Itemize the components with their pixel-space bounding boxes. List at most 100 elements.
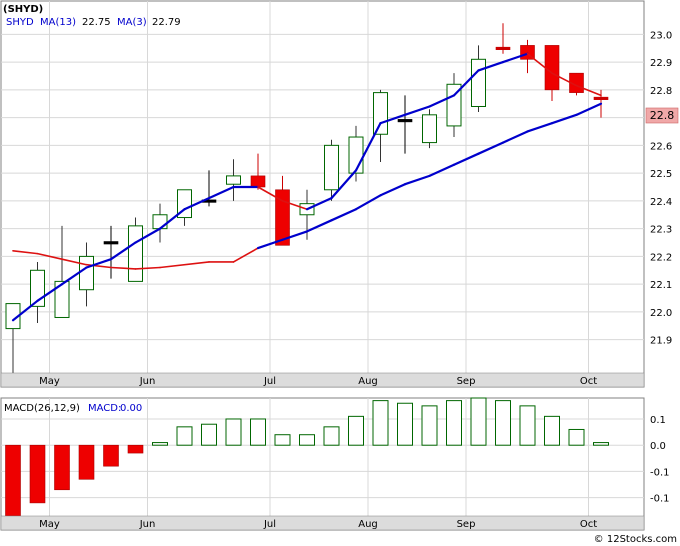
macd-bar: [29, 444, 46, 504]
ma13-segment: [428, 94, 456, 108]
ma3-segment: [281, 230, 309, 241]
ma3-line: [12, 102, 603, 270]
ma3-segment: [379, 183, 407, 197]
macd-bar: [568, 428, 585, 446]
macd-bar: [274, 434, 291, 446]
macd-bar: [299, 434, 315, 446]
macd-bar: [176, 426, 193, 446]
candle-body: [544, 45, 560, 91]
candle: [422, 109, 437, 149]
macd-bar: [78, 444, 95, 480]
candle: [103, 225, 119, 279]
macd-bar: [421, 405, 438, 446]
chart-symbol: (SHYD): [3, 4, 43, 15]
macd-bar: [519, 405, 536, 446]
price-x-tick: Sep: [457, 376, 476, 387]
macd-x-axis: May Jun Jul Aug Sep Oct: [39, 519, 597, 530]
last-price-badge: [645, 107, 679, 124]
legend-ma13-value: 22.75: [82, 17, 111, 28]
ma13-line: [11, 52, 602, 322]
candle-body: [103, 241, 119, 245]
macd-bar: [54, 444, 70, 491]
macd-grid: [1, 398, 644, 516]
macd-bar: [225, 418, 242, 446]
candle: [324, 139, 339, 201]
ma13-segment: [354, 122, 382, 172]
macd-bar: [446, 400, 462, 446]
candle-body: [324, 144, 339, 191]
macd-y-axis: 0.1 0.0 -0.1 -0.1: [650, 415, 670, 505]
macd-x-tick: Jul: [263, 519, 276, 530]
price-x-axis-band: [0, 372, 645, 388]
ma3-segment: [501, 130, 529, 144]
macd-bar: [544, 415, 560, 446]
macd-bar: [470, 397, 487, 446]
candle: [128, 217, 143, 282]
ma13-segment: [281, 200, 308, 211]
ma13-segment: [85, 258, 113, 269]
candle-body: [348, 136, 364, 174]
candle-body: [79, 255, 94, 291]
macd-bar: [201, 423, 217, 446]
macd-bar: [397, 402, 413, 446]
candle-body: [226, 175, 241, 185]
price-y-tick: 22.9: [650, 58, 672, 69]
macd-value: 0.00: [120, 403, 142, 414]
watermark: © 12Stocks.com: [594, 534, 677, 545]
candle: [54, 225, 70, 318]
macd-x-tick: May: [39, 519, 60, 530]
candle-body: [593, 96, 609, 100]
ma3-segment: [134, 266, 161, 270]
macd-bar: [323, 426, 340, 446]
candle: [373, 89, 388, 163]
macd-x-tick: Jun: [139, 519, 156, 530]
macd-y-tick: 0.1: [650, 415, 666, 426]
macd-bar: [593, 442, 609, 446]
candle-body: [422, 114, 437, 144]
candle-body: [446, 83, 462, 127]
candle: [569, 72, 584, 96]
macd-x-axis-band: [0, 515, 645, 531]
ma3-segment: [575, 102, 603, 116]
ma3-segment: [526, 122, 554, 133]
ma3-segment: [12, 250, 39, 255]
candle: [5, 303, 21, 373]
ma3-segment: [256, 238, 284, 250]
price-x-tick: Oct: [580, 376, 597, 387]
legend-ma13-label: MA(13): [40, 17, 76, 28]
price-y-tick: 22.6: [650, 141, 672, 152]
ma13-segment: [305, 197, 333, 211]
ma13-segment: [109, 241, 137, 261]
macd-bar: [103, 444, 119, 467]
price-y-axis: 23.022.922.822.722.622.522.422.322.222.1…: [650, 30, 672, 346]
price-y-tick: 22.1: [650, 280, 672, 291]
macd-y-tick: -0.1: [650, 494, 670, 505]
ma13-segment: [379, 113, 407, 125]
candle-body: [373, 92, 388, 135]
ma13-segment: [330, 169, 358, 200]
price-y-tick: 23.0: [650, 30, 672, 41]
candle-body: [54, 280, 70, 318]
ma13-segment: [207, 185, 235, 200]
price-x-axis: May Jun Jul Aug Sep Oct: [39, 376, 597, 387]
ma3-segment: [550, 113, 578, 125]
ma3-segment: [428, 163, 456, 177]
ma3-segment: [403, 174, 431, 186]
price-x-tick: Jun: [139, 376, 156, 387]
ma13-segment: [403, 105, 431, 116]
price-y-tick: 22.2: [650, 252, 672, 263]
price-panel-frame: [0, 0, 645, 388]
ma13-segment: [551, 72, 578, 87]
candle: [226, 159, 241, 201]
ma13-segment: [60, 266, 88, 286]
candle-body: [128, 225, 143, 282]
price-x-tick: May: [39, 376, 60, 387]
candle-body: [250, 175, 266, 188]
macd-bar: [152, 442, 168, 446]
ma13-segment: [477, 60, 505, 72]
ma13-segment: [452, 69, 480, 97]
candle: [275, 175, 290, 246]
ma3-segment: [477, 141, 505, 155]
last-price-label: 22.8: [650, 109, 675, 122]
